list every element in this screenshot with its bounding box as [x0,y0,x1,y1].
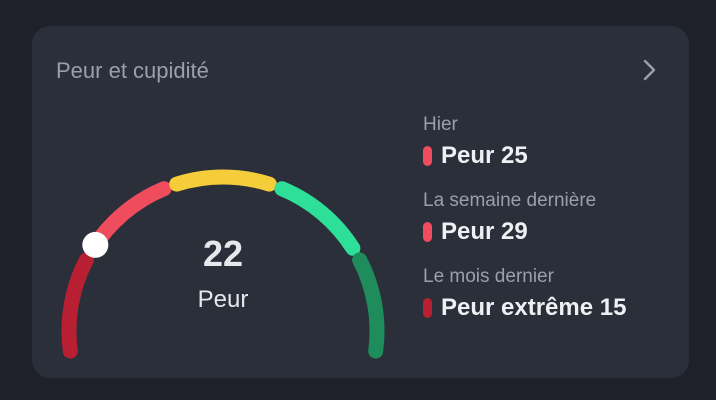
history-list: Hier Peur 25 La semaine dernière Peur 29… [423,112,683,340]
history-value: Peur 25 [441,142,528,169]
gauge-segment-neutral [169,169,277,192]
history-period: Hier [423,114,458,135]
history-item-last-week: La semaine dernière Peur 29 [423,188,683,264]
status-dot [423,222,432,242]
status-dot [423,298,432,318]
card-title: Peur et cupidité [56,58,209,83]
gauge-marker [82,231,109,258]
status-dot [423,146,432,166]
history-period: La semaine dernière [423,190,597,211]
gauge-segment-extreme-greed [352,252,385,359]
gauge-segment-greed [274,181,361,256]
history-period: Le mois dernier [423,266,554,287]
gauge-segment-extreme-fear [61,252,94,359]
history-value: Peur extrême 15 [441,294,627,321]
gauge-value: 22 [202,233,244,274]
gauge-label: Peur [197,286,249,313]
history-item-yesterday: Hier Peur 25 [423,112,683,188]
fear-greed-card[interactable]: Peur et cupidité 22 Peur Hier Peur 25 La… [32,26,689,378]
fear-greed-gauge [61,169,385,359]
history-item-last-month: Le mois dernier Peur extrême 15 [423,264,683,340]
history-value: Peur 29 [441,218,528,245]
chevron-right-icon[interactable] [636,57,662,83]
